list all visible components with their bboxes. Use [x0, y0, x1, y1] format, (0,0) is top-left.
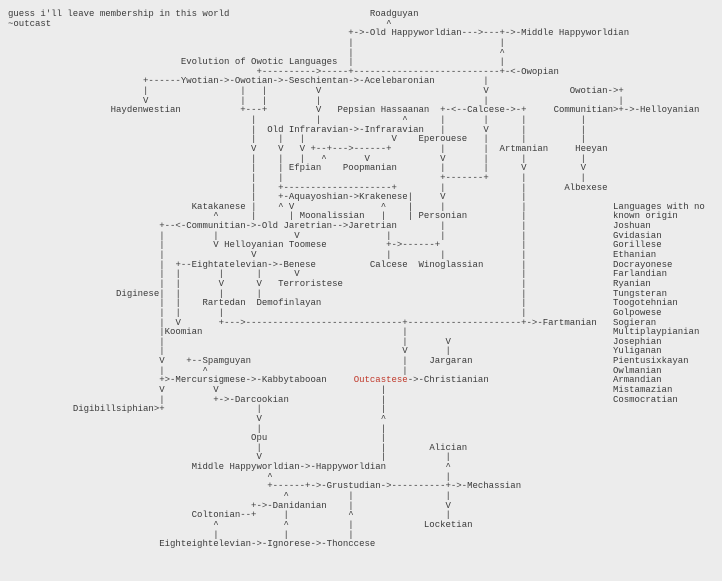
highlighted-language-outcastese: Outcastese [353, 375, 408, 386]
ascii-language-tree: guess i'll leave membership in this worl… [8, 9, 705, 550]
